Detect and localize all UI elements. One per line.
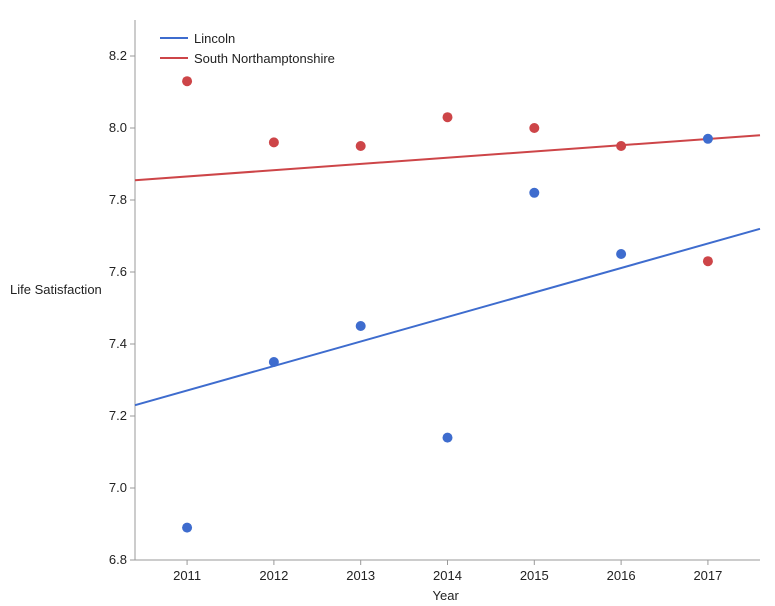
y-tick-label: 7.6 <box>109 264 127 279</box>
y-tick-label: 7.0 <box>109 480 127 495</box>
x-tick-label: 2016 <box>601 568 641 583</box>
legend-swatch <box>160 57 188 59</box>
x-tick-label: 2014 <box>428 568 468 583</box>
x-tick-label: 2013 <box>341 568 381 583</box>
legend-label: Lincoln <box>194 31 235 46</box>
legend-label: South Northamptonshire <box>194 51 335 66</box>
x-axis-label: Year <box>433 588 459 603</box>
scatter-chart: 6.8 7.0 7.2 7.4 7.6 7.8 8.0 8.2 2011 2012 2013 201… <box>0 0 775 606</box>
y-tick-label: 7.4 <box>109 336 127 351</box>
legend-item: Lincoln <box>160 28 335 48</box>
y-tick-label: 8.0 <box>109 120 127 135</box>
y-axis-label: Life Satisfaction <box>10 282 102 297</box>
x-tick-label: 2012 <box>254 568 294 583</box>
legend-item: South Northamptonshire <box>160 48 335 68</box>
x-tick-label: 2017 <box>688 568 728 583</box>
x-tick-label: 2015 <box>514 568 554 583</box>
chart-svg <box>0 0 775 606</box>
y-tick-label: 7.8 <box>109 192 127 207</box>
y-tick-label: 8.2 <box>109 48 127 63</box>
x-tick-label: 2011 <box>167 568 207 583</box>
legend-swatch <box>160 37 188 39</box>
legend: Lincoln South Northamptonshire <box>160 28 335 68</box>
y-tick-label: 7.2 <box>109 408 127 423</box>
y-tick-label: 6.8 <box>109 552 127 567</box>
